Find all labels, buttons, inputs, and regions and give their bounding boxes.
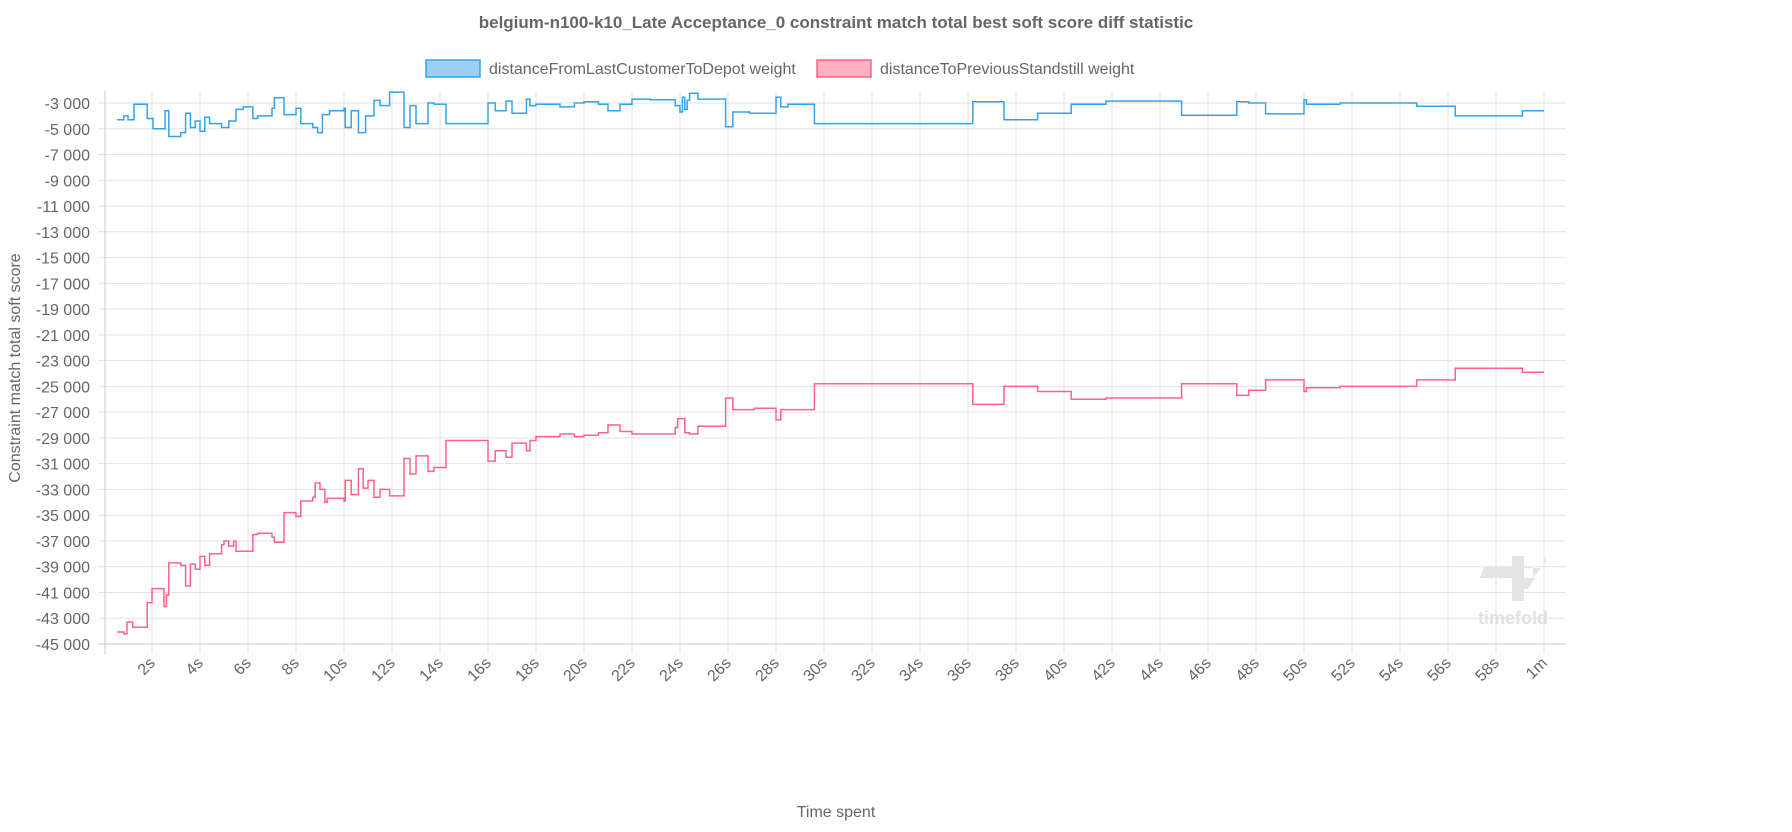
y-tick-label: -43 000 <box>36 611 90 628</box>
x-tick-label: 12s <box>369 655 399 685</box>
x-tick-label: 28s <box>753 655 783 685</box>
x-tick-label: 4s <box>183 655 207 679</box>
legend-swatch-depot <box>425 59 481 78</box>
watermark-text: timefold <box>1478 608 1548 628</box>
y-tick-label: -17 000 <box>36 276 90 293</box>
x-tick-label: 46s <box>1185 655 1215 685</box>
x-tick-label: 26s <box>705 655 735 685</box>
y-tick-label: -15 000 <box>36 251 90 268</box>
y-tick-label: -39 000 <box>36 560 90 577</box>
x-tick-label: 52s <box>1329 655 1359 685</box>
x-axis: 2s 4s 6s 8s 10s 12s 14s 16s 18s 20s 22s 24s 26s 28s 30… <box>135 655 1551 685</box>
x-tick-label: 20s <box>561 655 591 685</box>
y-tick-label: -41 000 <box>36 585 90 602</box>
x-tick-label: 34s <box>897 655 927 685</box>
y-tick-label: -19 000 <box>36 302 90 319</box>
y-tick-label: -23 000 <box>36 354 90 371</box>
x-tick-label: 1m <box>1523 655 1551 683</box>
x-tick-label: 44s <box>1137 655 1167 685</box>
timefold-logo-icon <box>1480 556 1546 601</box>
y-tick-label: -27 000 <box>36 405 90 422</box>
x-tick-label: 30s <box>801 655 831 685</box>
legend-item-depot[interactable]: distanceFromLastCustomerToDepot weight <box>425 59 796 78</box>
legend: distanceFromLastCustomerToDepot weight d… <box>425 59 1135 78</box>
y-tick-label: -31 000 <box>36 457 90 474</box>
timefold-watermark: timefold <box>1478 556 1548 628</box>
y-axis-title: Constraint match total soft score <box>7 253 24 483</box>
x-tick-label: 24s <box>657 655 687 685</box>
y-tick-label: -25 000 <box>36 379 90 396</box>
x-tick-label: 2s <box>135 655 159 679</box>
x-axis-title: Time spent <box>797 804 876 821</box>
legend-item-standstill[interactable]: distanceToPreviousStandstill weight <box>816 59 1135 78</box>
x-tick-label: 38s <box>993 655 1023 685</box>
chart-title: belgium-n100-k10_Late Acceptance_0 const… <box>479 13 1194 32</box>
x-tick-label: 22s <box>609 655 639 685</box>
legend-swatch-standstill <box>816 59 872 78</box>
grid <box>98 91 1566 654</box>
y-tick-label: -9 000 <box>45 173 90 190</box>
x-tick-label: 42s <box>1089 655 1119 685</box>
y-tick-label: -21 000 <box>36 328 90 345</box>
timefold-logo-bar <box>1512 578 1535 589</box>
x-tick-label: 50s <box>1281 655 1311 685</box>
legend-label-standstill: distanceToPreviousStandstill weight <box>880 61 1135 78</box>
x-tick-label: 10s <box>321 655 351 685</box>
series-line-1 <box>117 367 1544 635</box>
x-tick-label: 6s <box>231 655 255 679</box>
x-tick-label: 16s <box>465 655 495 685</box>
y-tick-label: -11 000 <box>37 199 90 216</box>
y-tick-label: -29 000 <box>36 431 90 448</box>
y-tick-label: -7 000 <box>45 148 90 165</box>
y-tick-label: -37 000 <box>36 534 90 551</box>
y-tick-label: -3 000 <box>45 96 90 113</box>
x-tick-label: 32s <box>849 655 879 685</box>
y-tick-label: -45 000 <box>36 637 90 654</box>
x-tick-label: 40s <box>1041 655 1071 685</box>
x-tick-label: 56s <box>1425 655 1455 685</box>
series-line-0 <box>117 91 1544 138</box>
x-tick-label: 36s <box>945 655 975 685</box>
legend-label-depot: distanceFromLastCustomerToDepot weight <box>489 61 796 78</box>
y-axis: -3 000 -5 000 -7 000 -9 000 -11 000 -13 000 -1… <box>36 96 90 654</box>
y-tick-label: -5 000 <box>45 122 90 139</box>
y-tick-label: -35 000 <box>36 508 90 525</box>
x-tick-label: 58s <box>1473 655 1503 685</box>
x-tick-label: 48s <box>1233 655 1263 685</box>
series-layer <box>117 91 1544 635</box>
x-tick-label: 8s <box>279 655 303 679</box>
x-tick-label: 18s <box>513 655 543 685</box>
y-tick-label: -13 000 <box>36 225 90 242</box>
y-tick-label: -33 000 <box>36 482 90 499</box>
x-tick-label: 14s <box>417 655 447 685</box>
x-tick-label: 54s <box>1377 655 1407 685</box>
